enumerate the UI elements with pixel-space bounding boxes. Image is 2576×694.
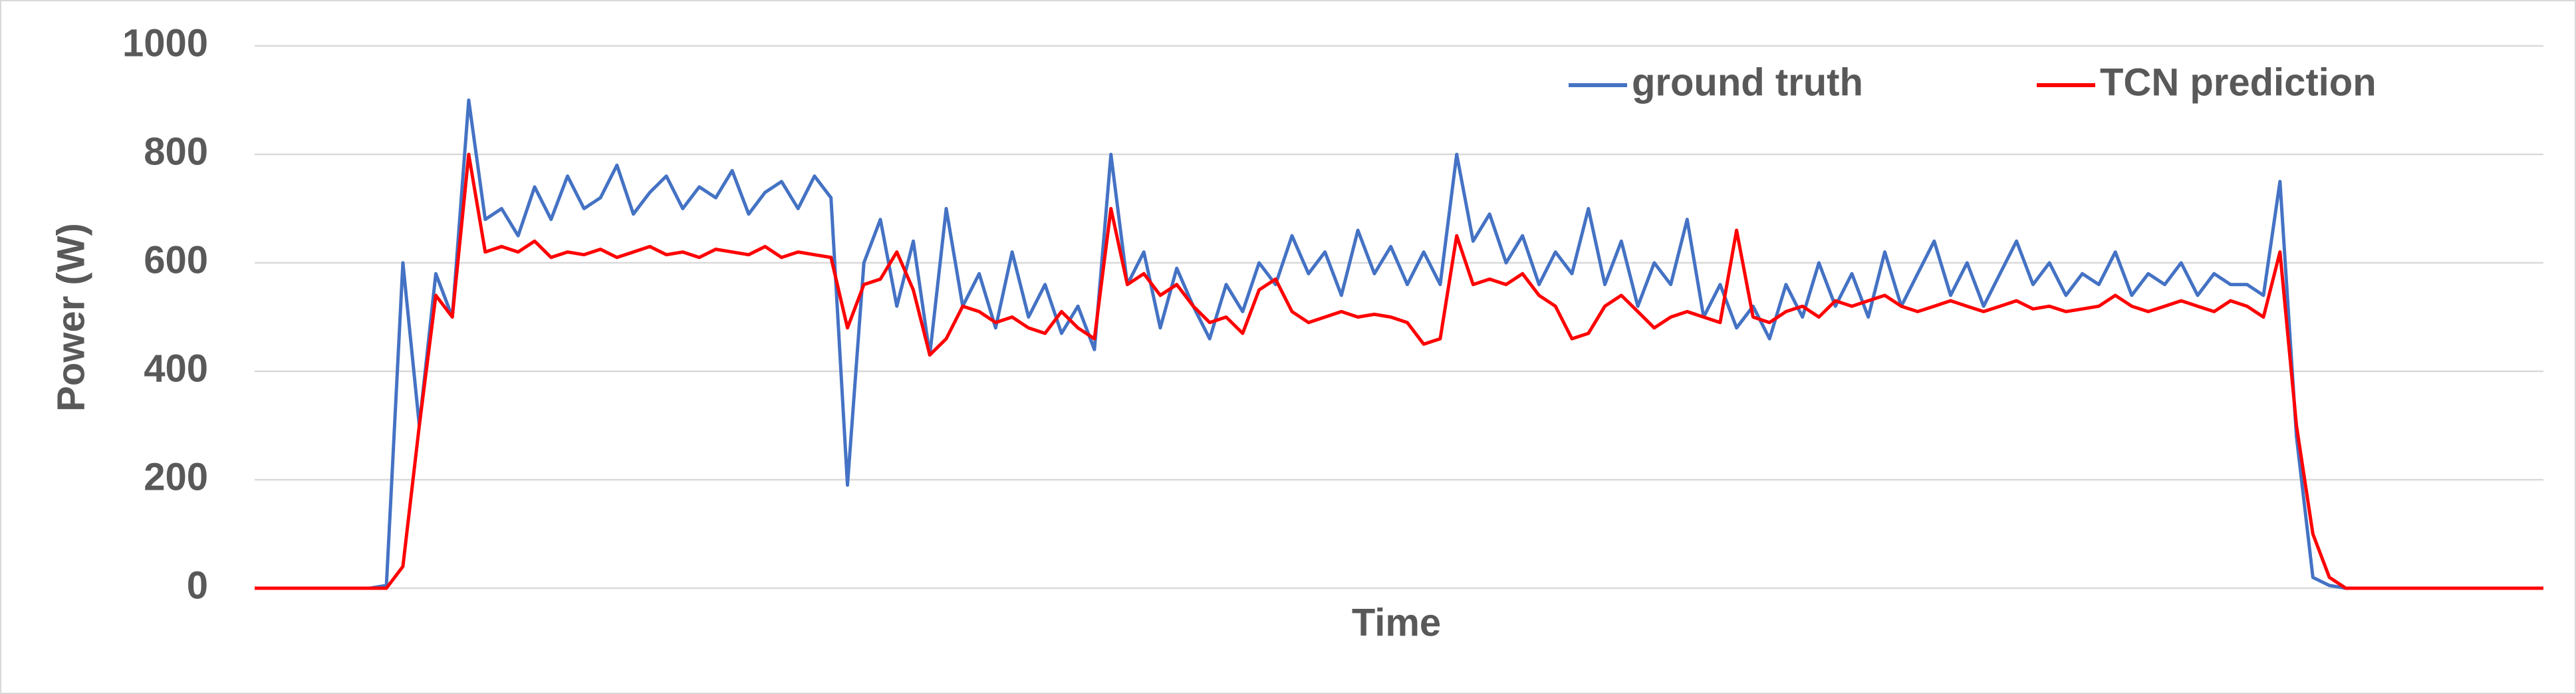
y-tick-label: 800 [144,130,208,173]
series-line [255,98,2543,590]
y-axis-title: Power (W) [49,223,92,412]
legend-label: TCN prediction [2100,61,2377,104]
y-tick-label: 600 [144,238,208,281]
y-tick-label: 200 [144,455,208,498]
legend-label: ground truth [1632,61,1863,104]
y-tick-label: 0 [187,564,208,607]
y-tick-label: 1000 [122,21,208,65]
y-tick-label: 400 [144,347,208,390]
x-axis-title: Time [1352,601,1441,644]
series-line [255,152,2543,590]
